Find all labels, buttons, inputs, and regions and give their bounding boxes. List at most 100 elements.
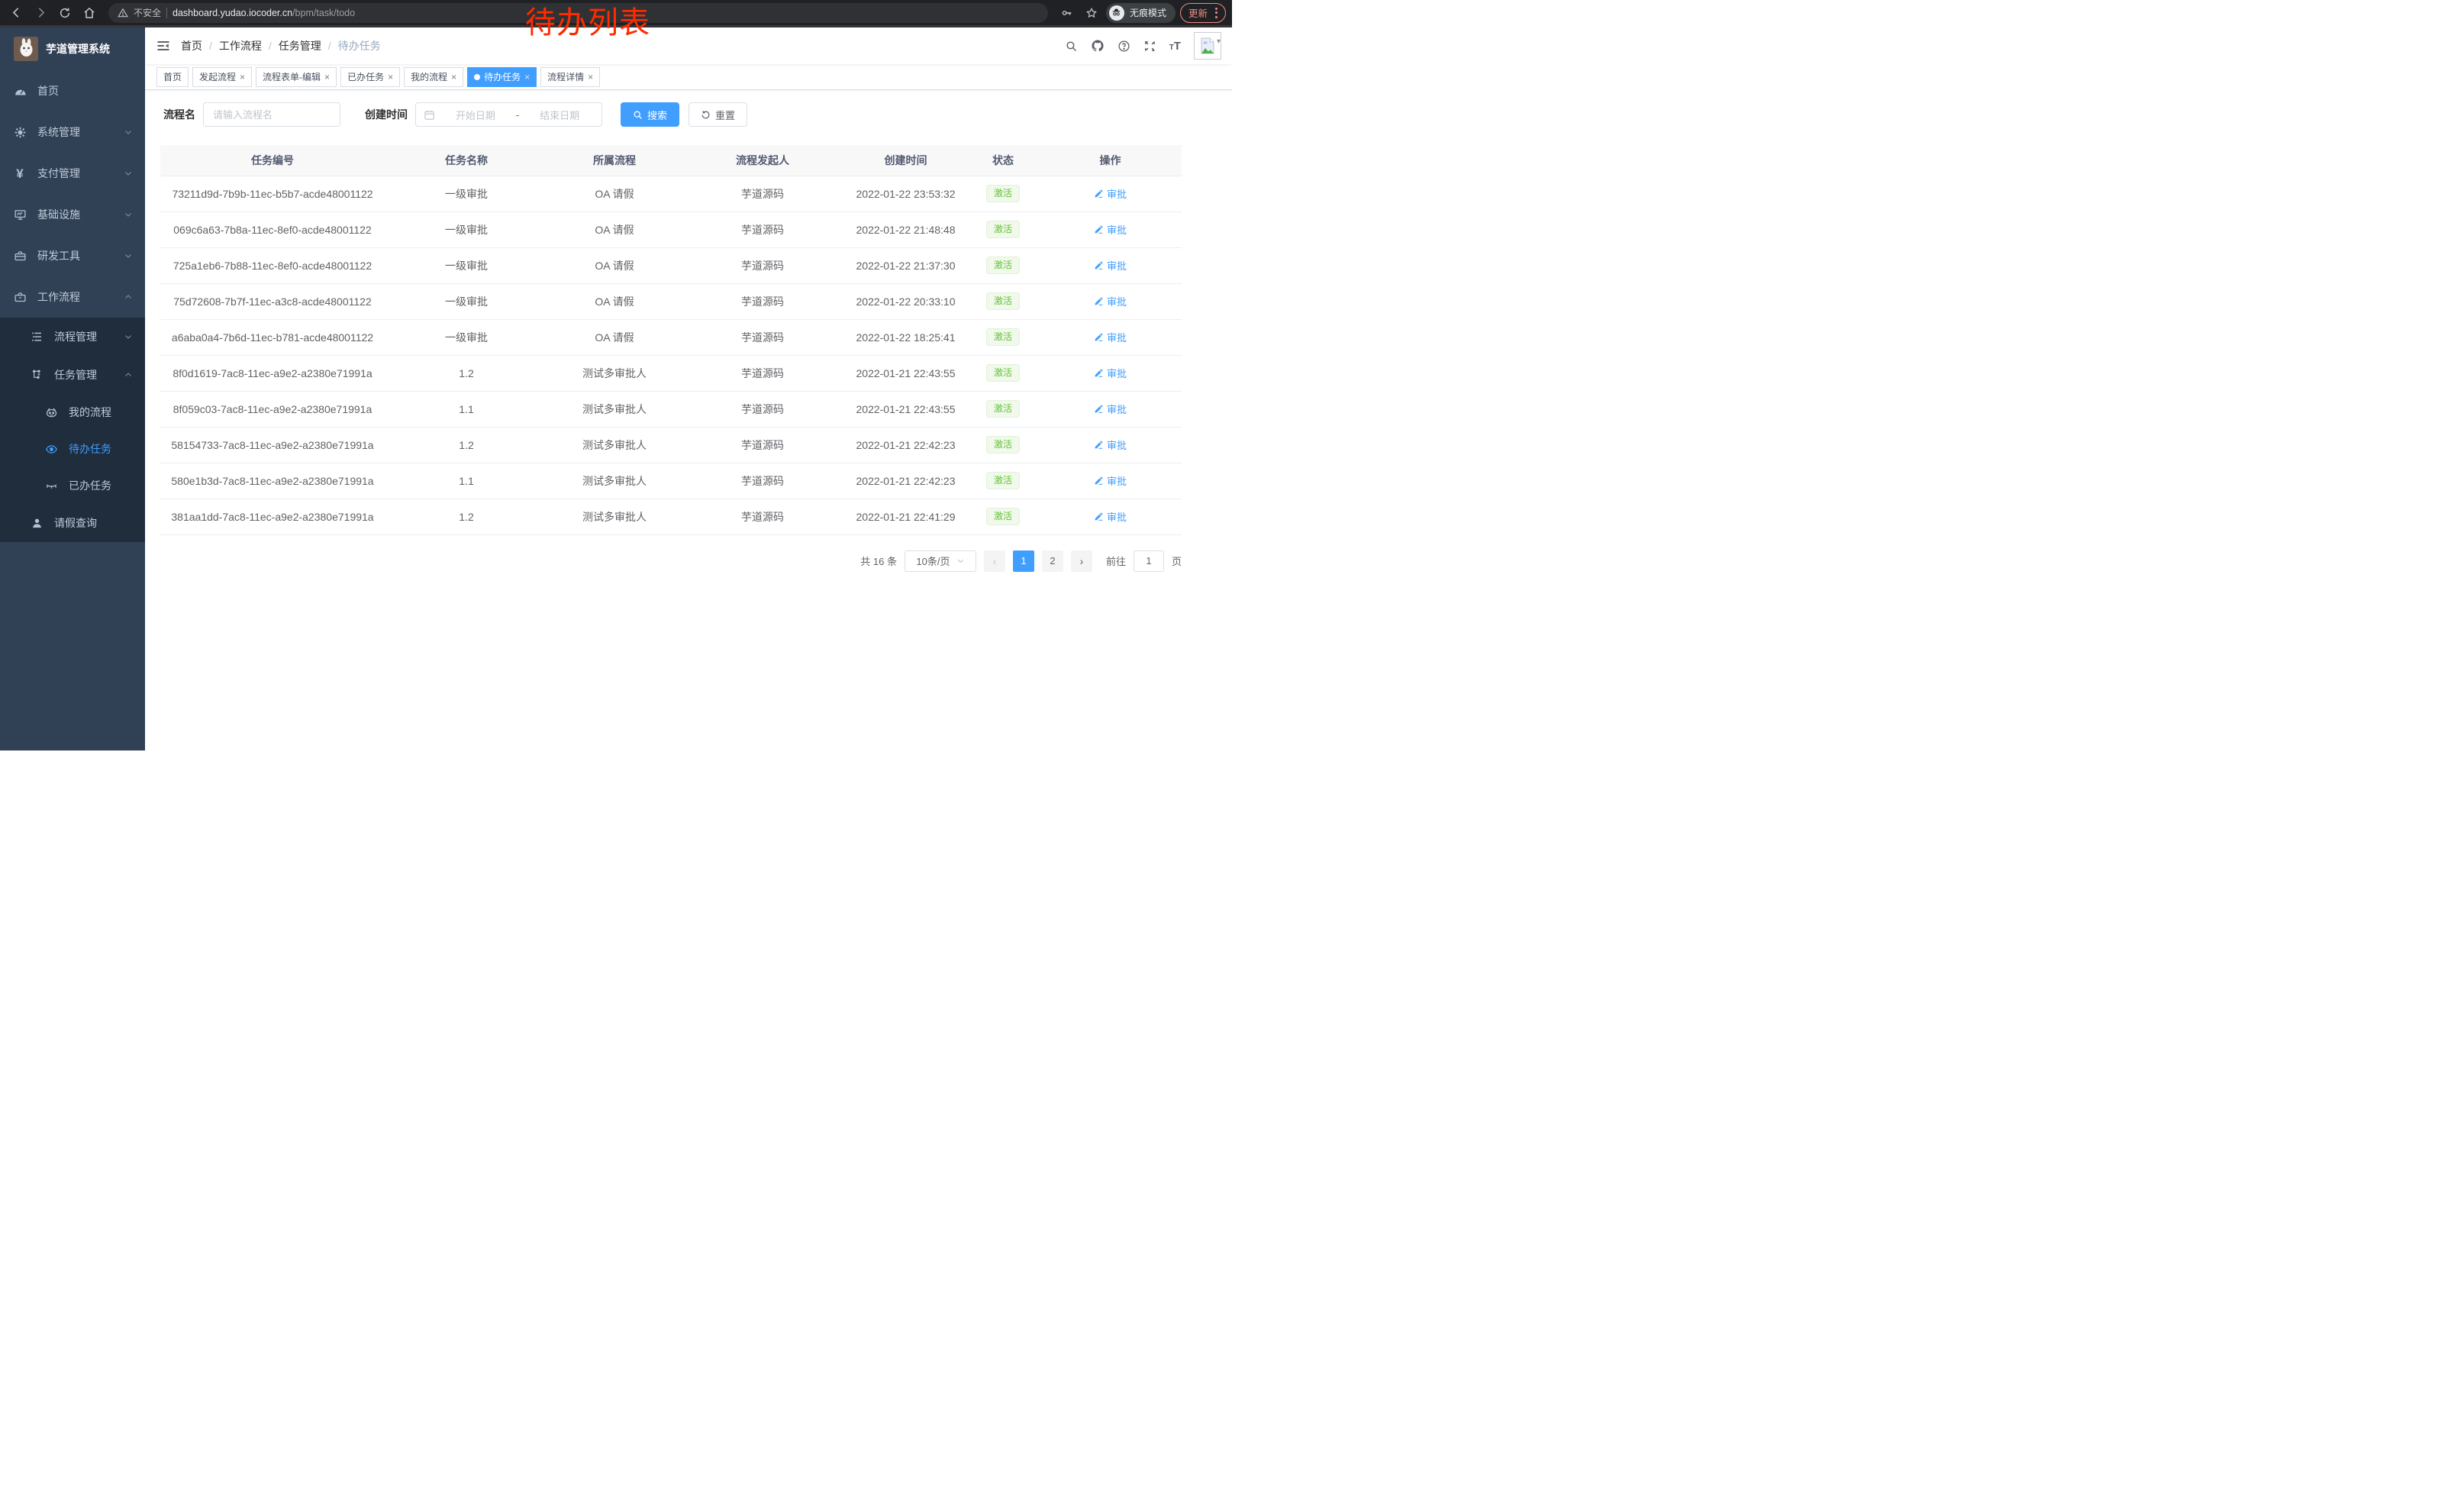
tags-view-tab[interactable]: 发起流程 × bbox=[192, 66, 253, 87]
sidebar-item-done[interactable]: 已办任务 bbox=[0, 467, 145, 504]
cell-process: OA 请假 bbox=[548, 319, 681, 356]
tags-view-tab[interactable]: 流程表单-编辑 × bbox=[256, 66, 337, 87]
browser-forward-icon[interactable] bbox=[31, 3, 50, 23]
breadcrumb-home[interactable]: 首页 bbox=[181, 40, 202, 52]
sidebar-fold-icon[interactable] bbox=[156, 39, 170, 53]
font-size-icon[interactable]: TT bbox=[1169, 39, 1181, 53]
next-page-button[interactable]: › bbox=[1070, 550, 1092, 572]
page-number-button[interactable]: 1 bbox=[1012, 550, 1034, 572]
browser-home-icon[interactable] bbox=[79, 3, 99, 23]
app-logo[interactable]: 芋道管理系统 bbox=[0, 27, 145, 70]
tags-view-tab[interactable]: 我的流程 × bbox=[404, 66, 464, 87]
sidebar-item-payment[interactable]: ¥ 支付管理 bbox=[0, 153, 145, 194]
approve-link[interactable]: 审批 bbox=[1094, 509, 1127, 524]
sidebar-item-task-mgmt[interactable]: 任务管理 bbox=[0, 356, 145, 394]
approve-link[interactable]: 审批 bbox=[1094, 294, 1127, 308]
cell-created: 2022-01-21 22:41:29 bbox=[844, 499, 967, 535]
cell-task-name: 一级审批 bbox=[385, 283, 548, 320]
browser-reload-icon[interactable] bbox=[55, 3, 75, 23]
cell-status: 激活 bbox=[967, 499, 1039, 535]
col-starter: 流程发起人 bbox=[681, 145, 844, 176]
cell-process: 测试多审批人 bbox=[548, 427, 681, 463]
tags-view-tab[interactable]: 流程详情 × bbox=[540, 66, 601, 87]
approve-link[interactable]: 审批 bbox=[1094, 402, 1127, 416]
help-icon[interactable] bbox=[1118, 40, 1130, 53]
browser-menu-icon[interactable] bbox=[1215, 7, 1217, 18]
close-icon[interactable]: × bbox=[388, 71, 394, 82]
url-bar[interactable]: 不安全 dashboard.yudao.iocoder.cn/bpm/task/… bbox=[108, 2, 1048, 23]
sidebar-item-process-mgmt[interactable]: 流程管理 bbox=[0, 318, 145, 356]
approve-link[interactable]: 审批 bbox=[1094, 186, 1127, 201]
url-divider bbox=[166, 7, 168, 18]
sidebar-item-home[interactable]: 首页 bbox=[0, 70, 145, 111]
monitor-icon bbox=[12, 208, 27, 221]
search-button[interactable]: 搜索 bbox=[621, 102, 680, 127]
date-range-picker[interactable]: 开始日期 - 结束日期 bbox=[415, 102, 602, 127]
filter-bar: 流程名 创建时间 开始日期 - 结束日期 搜索 bbox=[160, 102, 1217, 127]
cell-created: 2022-01-21 22:43:55 bbox=[844, 391, 967, 428]
breadcrumb-workflow[interactable]: 工作流程 bbox=[218, 40, 262, 52]
col-task-name: 任务名称 bbox=[385, 145, 548, 176]
bookmark-star-icon[interactable] bbox=[1082, 3, 1101, 23]
close-icon[interactable]: × bbox=[524, 71, 531, 82]
goto-page-input[interactable] bbox=[1133, 550, 1164, 572]
approve-link[interactable]: 审批 bbox=[1094, 330, 1127, 344]
close-icon[interactable]: × bbox=[588, 71, 594, 82]
sidebar-item-infrastructure[interactable]: 基础设施 bbox=[0, 194, 145, 235]
status-badge: 激活 bbox=[985, 363, 1020, 383]
approve-link[interactable]: 审批 bbox=[1094, 222, 1127, 237]
avatar[interactable] bbox=[1193, 32, 1221, 60]
status-badge: 激活 bbox=[985, 184, 1020, 203]
security-label[interactable]: 不安全 bbox=[134, 8, 162, 18]
close-icon[interactable]: × bbox=[451, 71, 457, 82]
eye-closed-icon bbox=[44, 479, 59, 492]
browser-back-icon[interactable] bbox=[6, 3, 26, 23]
table-row: 73211d9d-7b9b-11ec-b5b7-acde48001122 一级审… bbox=[160, 176, 1182, 212]
sidebar-item-my-process[interactable]: 我的流程 bbox=[0, 394, 145, 431]
status-badge: 激活 bbox=[985, 507, 1020, 526]
reset-button[interactable]: 重置 bbox=[689, 102, 748, 127]
sidebar-item-workflow[interactable]: 工作流程 bbox=[0, 276, 145, 318]
approve-link[interactable]: 审批 bbox=[1094, 258, 1127, 273]
breadcrumb-task-mgmt[interactable]: 任务管理 bbox=[278, 40, 321, 52]
cell-status: 激活 bbox=[967, 391, 1039, 428]
close-icon[interactable]: × bbox=[240, 71, 246, 82]
start-date-placeholder[interactable]: 开始日期 bbox=[455, 109, 495, 121]
close-icon[interactable]: × bbox=[324, 71, 331, 82]
end-date-placeholder[interactable]: 结束日期 bbox=[540, 109, 580, 121]
edit-pencil-icon bbox=[1095, 512, 1103, 521]
page-number-button[interactable]: 2 bbox=[1041, 550, 1063, 572]
password-key-icon[interactable] bbox=[1057, 3, 1077, 23]
cell-task-name: 1.1 bbox=[385, 463, 548, 499]
incognito-label: 无痕模式 bbox=[1129, 8, 1166, 18]
update-button[interactable]: 更新 bbox=[1179, 2, 1226, 23]
search-icon[interactable] bbox=[1065, 40, 1078, 53]
tags-view-tab[interactable]: 待办任务 × bbox=[467, 66, 537, 87]
prev-page-button[interactable]: ‹ bbox=[983, 550, 1005, 572]
url-path[interactable]: /bpm/task/todo bbox=[292, 7, 356, 18]
approve-link[interactable]: 审批 bbox=[1094, 473, 1127, 488]
sidebar-item-system[interactable]: 系统管理 bbox=[0, 111, 145, 153]
avatar-caret-icon[interactable]: ▾ bbox=[1216, 37, 1221, 46]
sidebar-item-devtools[interactable]: 研发工具 bbox=[0, 235, 145, 276]
fullscreen-icon[interactable] bbox=[1143, 40, 1156, 53]
process-name-input[interactable] bbox=[203, 102, 340, 127]
edit-pencil-icon bbox=[1095, 369, 1103, 377]
tags-view-tab[interactable]: 首页 × bbox=[156, 66, 189, 87]
status-badge: 激活 bbox=[985, 220, 1020, 239]
github-icon[interactable] bbox=[1091, 39, 1105, 53]
approve-link[interactable]: 审批 bbox=[1094, 366, 1127, 380]
cell-starter: 芋道源码 bbox=[681, 427, 844, 463]
approve-link[interactable]: 审批 bbox=[1094, 437, 1127, 452]
tags-view-tab[interactable]: 已办任务 × bbox=[340, 66, 401, 87]
broken-image-icon bbox=[1201, 37, 1214, 54]
app-title: 芋道管理系统 bbox=[46, 43, 110, 55]
security-warning-icon[interactable] bbox=[118, 8, 128, 18]
sidebar-item-leave-query[interactable]: 请假查询 bbox=[0, 504, 145, 542]
col-action: 操作 bbox=[1039, 145, 1182, 176]
page-size-select[interactable]: 10条/页 bbox=[904, 550, 976, 572]
edit-pencil-icon bbox=[1095, 225, 1103, 234]
sidebar-item-todo[interactable]: 待办任务 bbox=[0, 431, 145, 467]
cell-task-name: 一级审批 bbox=[385, 176, 548, 212]
url-host[interactable]: dashboard.yudao.iocoder.cn bbox=[173, 7, 293, 18]
